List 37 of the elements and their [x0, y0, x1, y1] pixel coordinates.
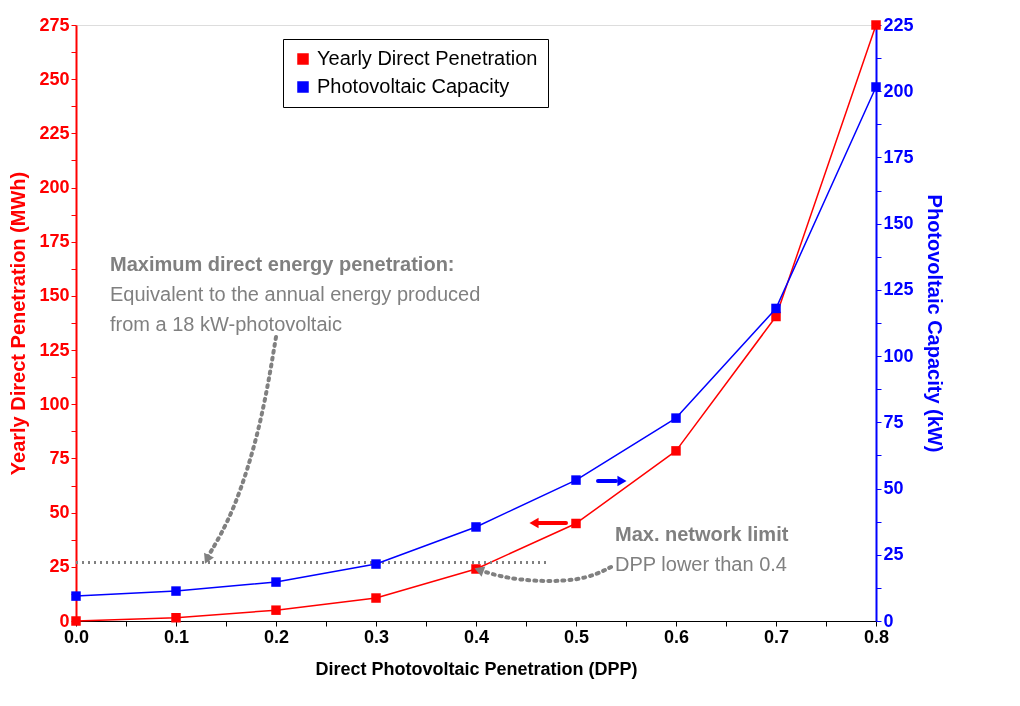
y-tick-label: 250	[39, 68, 70, 89]
y-tick-label: 25	[49, 556, 70, 577]
y-tick-label: 125	[39, 339, 70, 360]
x-tick-label: 0.1	[163, 626, 190, 647]
y2-axis-title: Photovoltaic Capacity (kW)	[923, 194, 946, 453]
x-tick-label: 0.4	[463, 626, 490, 647]
y-tick-label: 225	[39, 122, 70, 143]
annotation: Equivalent to the annual energy produced	[110, 283, 481, 305]
y2-tick-label: 125	[883, 279, 914, 300]
y-tick-label: 100	[39, 393, 70, 414]
y-tick-label: 75	[49, 447, 70, 468]
y2-tick-label: 100	[883, 345, 914, 366]
x-tick-label: 0.6	[663, 626, 690, 647]
y-tick-label: 175	[39, 231, 70, 252]
legend-label: Yearly Direct Penetration	[317, 47, 538, 69]
annotation: from a 18 kW-photovoltaic	[110, 313, 342, 335]
y2-tick-label: 150	[883, 213, 914, 234]
y-axis-title: Yearly Direct Penetration (MWh)	[7, 171, 30, 476]
y2-tick-label: 50	[883, 478, 904, 499]
y2-tick-label: 75	[883, 411, 904, 432]
y-tick-label: 200	[39, 177, 70, 198]
y-tick-label: 150	[39, 285, 70, 306]
x-tick-label: 0.5	[563, 626, 590, 647]
y-tick-label: 275	[39, 14, 70, 35]
annotation: Max. network limit	[615, 523, 789, 545]
legend-label: Photovoltaic Capacity	[317, 75, 510, 97]
y2-tick-label: 25	[883, 544, 904, 565]
annotation: Maximum direct energy penetration:	[110, 253, 455, 275]
y2-tick-label: 200	[883, 80, 914, 101]
x-tick-label: 0.7	[763, 626, 790, 647]
y2-tick-label: 225	[883, 14, 914, 35]
x-tick-label: 0.3	[363, 626, 390, 647]
x-axis-title: Direct Photovoltaic Penetration (DPP)	[315, 658, 638, 679]
y2-tick-label: 175	[883, 146, 914, 167]
annotation: DPP lower than 0.4	[615, 553, 787, 575]
x-tick-label: 0.2	[263, 626, 290, 647]
y-tick-label: 50	[49, 502, 70, 523]
